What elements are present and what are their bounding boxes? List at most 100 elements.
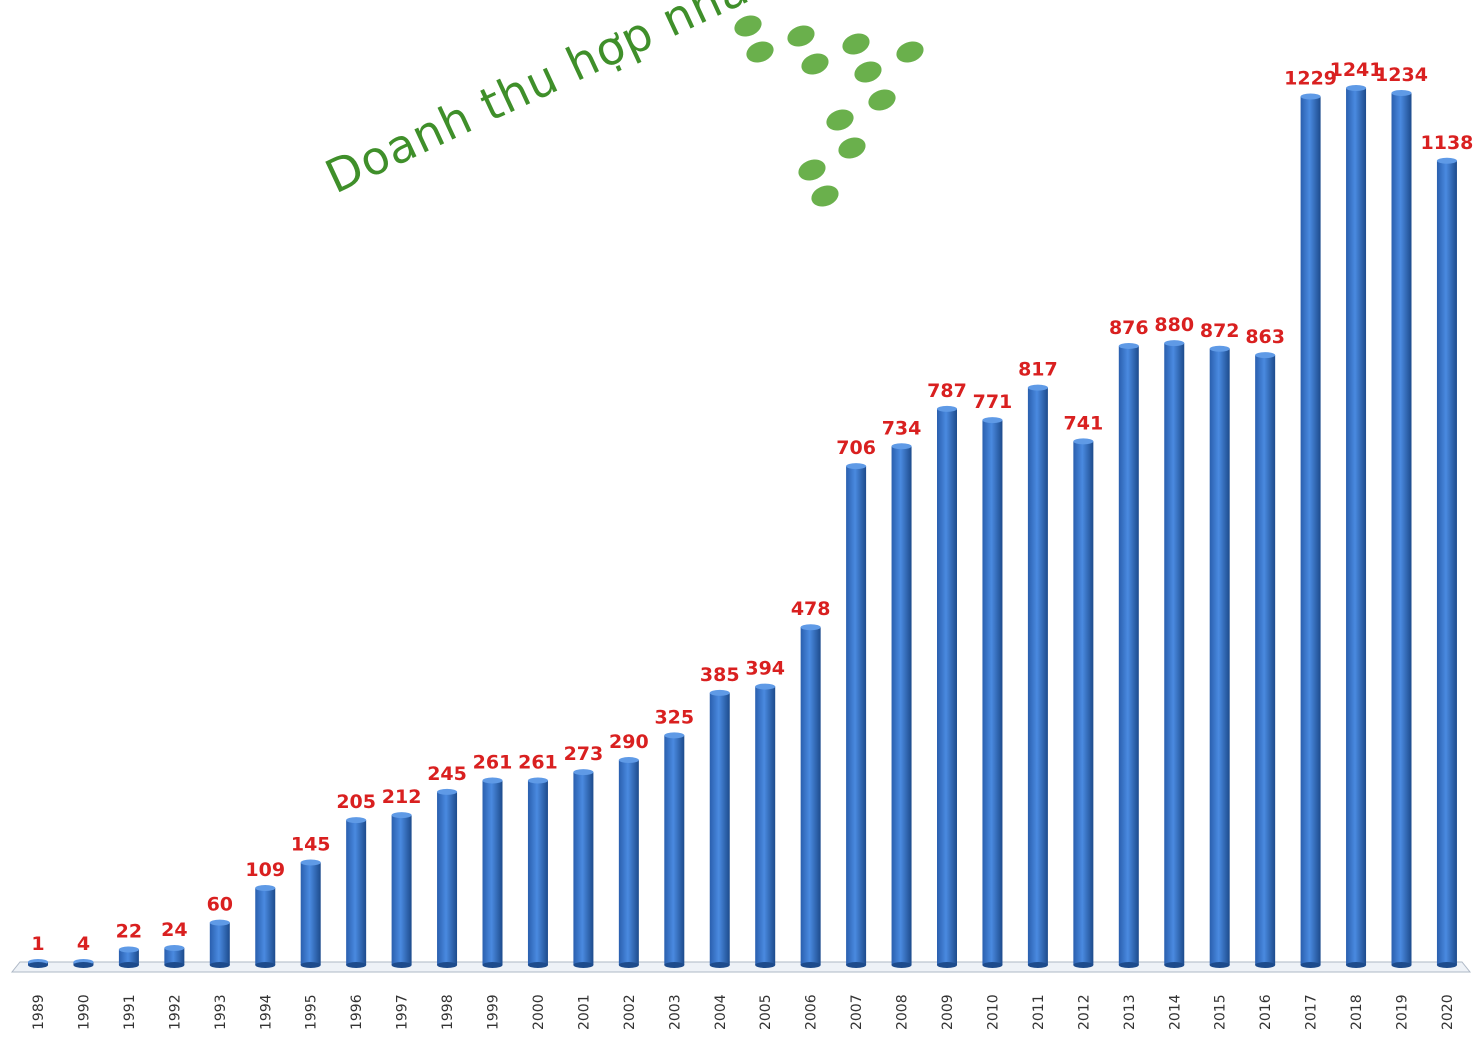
bar-1999 <box>482 777 503 968</box>
bar-top <box>1118 342 1139 349</box>
data-label-2012: 741 <box>1064 412 1104 434</box>
x-tick-1997: 1997 <box>395 994 411 1030</box>
bar-body <box>709 692 730 965</box>
decorative-dot <box>838 137 866 159</box>
x-tick-2018: 2018 <box>1349 994 1365 1030</box>
data-label-1998: 245 <box>427 763 467 785</box>
bar-1998 <box>437 788 458 968</box>
bar-top <box>164 945 185 952</box>
bar-2004 <box>709 689 730 968</box>
x-tick-1989: 1989 <box>31 994 47 1030</box>
bar-base <box>118 962 139 968</box>
data-label-2020: 1138 <box>1421 132 1474 154</box>
x-tick-1991: 1991 <box>122 994 138 1030</box>
bar-base <box>755 962 776 968</box>
bar-base <box>1300 962 1321 968</box>
bar-top <box>937 405 957 412</box>
bar-1997 <box>391 812 412 968</box>
bar-top <box>527 777 548 784</box>
bar-base <box>300 962 321 968</box>
bar-1995 <box>300 859 321 968</box>
bar-body <box>1300 96 1321 966</box>
x-tick-2011: 2011 <box>1031 994 1047 1030</box>
bar-1996 <box>346 817 367 968</box>
bar-body <box>755 686 776 965</box>
data-label-2018: 1241 <box>1330 59 1383 81</box>
bar-2010 <box>982 417 1003 968</box>
bar-2013 <box>1118 342 1139 968</box>
bar-base <box>800 962 821 968</box>
bar-top <box>1164 340 1185 347</box>
bar-top <box>255 884 276 891</box>
data-label-2014: 880 <box>1154 314 1194 336</box>
bar-body <box>255 887 276 965</box>
data-label-1996: 205 <box>336 791 376 813</box>
bar-body <box>209 922 230 965</box>
bar-body <box>1391 92 1412 965</box>
bar-body <box>1073 441 1094 965</box>
bar-2003 <box>664 732 685 968</box>
bar-body <box>300 862 321 965</box>
bar-top <box>573 769 594 776</box>
bar-body <box>846 466 867 965</box>
bar-base <box>1436 962 1457 968</box>
bar-body <box>664 735 685 965</box>
data-label-2001: 273 <box>564 743 604 765</box>
bar-top <box>1073 438 1094 445</box>
bar-base <box>664 962 685 968</box>
bar-2005 <box>755 683 776 968</box>
x-tick-2012: 2012 <box>1076 994 1092 1030</box>
bar-2008 <box>891 443 912 968</box>
bar-2017 <box>1300 93 1321 968</box>
bar-base <box>1073 962 1094 968</box>
data-label-1997: 212 <box>382 786 422 808</box>
bar-2012 <box>1073 438 1094 968</box>
chart-floor <box>10 961 1472 973</box>
x-tick-2017: 2017 <box>1304 994 1320 1030</box>
bar-2001 <box>573 769 594 968</box>
bar-top <box>300 859 321 866</box>
x-tick-2002: 2002 <box>622 994 638 1030</box>
bar-base <box>1346 962 1367 968</box>
data-label-1992: 24 <box>161 919 187 941</box>
bar-top <box>618 757 639 764</box>
data-label-1990: 4 <box>77 933 90 955</box>
data-label-1989: 1 <box>31 933 44 955</box>
bar-body <box>937 408 957 965</box>
decorative-dot <box>868 89 896 111</box>
data-label-2003: 325 <box>654 706 694 728</box>
data-label-1993: 60 <box>207 894 233 916</box>
bar-top <box>118 946 139 953</box>
bar-2014 <box>1164 340 1185 968</box>
x-tick-1993: 1993 <box>213 994 229 1030</box>
bar-top <box>1027 384 1048 391</box>
bar-1993 <box>209 919 230 968</box>
bar-1990 <box>73 959 94 968</box>
bar-body <box>618 760 639 965</box>
data-label-2013: 876 <box>1109 317 1149 339</box>
bar-top <box>1300 93 1321 100</box>
x-tick-2007: 2007 <box>849 994 865 1030</box>
data-label-2015: 872 <box>1200 320 1240 342</box>
data-label-2005: 394 <box>745 658 785 680</box>
decorative-dot <box>811 185 839 207</box>
x-tick-1994: 1994 <box>258 994 274 1030</box>
decorative-dot <box>798 159 826 181</box>
decorative-dot <box>734 15 762 37</box>
bar-body <box>982 420 1003 965</box>
x-tick-1995: 1995 <box>304 994 320 1030</box>
bar-base <box>346 962 367 968</box>
data-label-2006: 478 <box>791 598 831 620</box>
bar-base <box>1391 962 1412 968</box>
decorative-dot <box>896 41 924 63</box>
x-tick-1998: 1998 <box>440 994 456 1030</box>
bar-body <box>1209 348 1230 965</box>
bar-2020 <box>1436 157 1457 968</box>
bar-2006 <box>800 624 821 968</box>
bar-body <box>164 948 185 965</box>
bar-body <box>527 780 548 965</box>
bar-base <box>437 962 458 968</box>
bar-base <box>982 962 1003 968</box>
